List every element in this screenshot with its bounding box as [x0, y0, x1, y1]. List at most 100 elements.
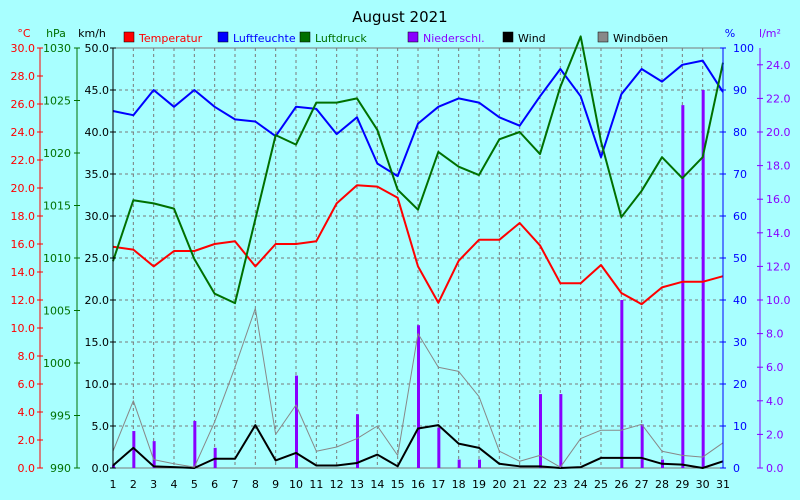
wind-tick-label: 5.0 — [92, 420, 110, 433]
precipitation-tick-label: 18.0 — [766, 160, 791, 173]
humidity-tick-label: 60 — [733, 210, 747, 223]
precipitation-bar — [457, 459, 461, 468]
humidity-tick-label: 20 — [733, 378, 747, 391]
precipitation-tick-label: 0.0 — [766, 462, 784, 475]
legend-label: Wind — [518, 32, 546, 45]
wind-tick-label: 50.0 — [85, 42, 110, 55]
x-tick-label: 31 — [716, 478, 730, 491]
x-tick-label: 20 — [492, 478, 506, 491]
wind-tick-label: 45.0 — [85, 84, 110, 97]
temperature-tick-label: 24.0 — [11, 126, 36, 139]
wind-tick-label: 30.0 — [85, 210, 110, 223]
temperature-tick-label: 0.0 — [18, 462, 36, 475]
x-tick-label: 15 — [391, 478, 405, 491]
precipitation-bar — [356, 414, 359, 468]
x-tick-label: 10 — [289, 478, 303, 491]
precipitation-tick-label: 6.0 — [766, 361, 784, 374]
x-tick-label: 21 — [513, 478, 527, 491]
temperature-tick-label: 10.0 — [11, 322, 36, 335]
series-line-temperatur — [112, 184, 724, 306]
precipitation-tick-label: 4.0 — [766, 395, 784, 408]
x-tick-label: 9 — [272, 478, 279, 491]
x-tick-label: 11 — [309, 478, 323, 491]
legend-swatch — [299, 31, 311, 43]
temperature-tick-label: 22.0 — [11, 154, 36, 167]
precipitation-bar — [539, 394, 542, 468]
x-tick-label: 25 — [594, 478, 608, 491]
x-tick-label: 13 — [350, 478, 364, 491]
precipitation-bar — [437, 427, 441, 468]
pressure-tick-label: 1020 — [43, 147, 71, 160]
series-lines — [112, 35, 724, 469]
temperature-tick-label: 20.0 — [11, 182, 36, 195]
x-tick-label: 24 — [574, 478, 588, 491]
legend-label: Luftfeuchte — [233, 32, 296, 45]
x-tick-label: 2 — [130, 478, 137, 491]
series-line-luftfeuchte — [112, 59, 724, 178]
precipitation-bar — [152, 441, 156, 468]
x-tick-label: 18 — [452, 478, 466, 491]
wind-tick-label: 20.0 — [85, 294, 110, 307]
pressure-tick-label: 1010 — [43, 252, 71, 265]
legend-swatch — [407, 31, 419, 43]
precipitation-tick-label: 10.0 — [766, 294, 791, 307]
x-tick-label: 16 — [411, 478, 425, 491]
humidity-tick-label: 90 — [733, 84, 747, 97]
humidity-tick-label: 80 — [733, 126, 747, 139]
temperature-tick-label: 16.0 — [11, 238, 36, 251]
x-tick-label: 14 — [370, 478, 384, 491]
legend-label: Luftdruck — [315, 32, 367, 45]
pressure-tick-label: 995 — [50, 410, 71, 423]
x-tick-label: 27 — [635, 478, 649, 491]
wind-tick-label: 40.0 — [85, 126, 110, 139]
humidity-unit-label: % — [725, 27, 735, 40]
legend-label: Windböen — [613, 32, 668, 45]
x-tick-label: 8 — [252, 478, 259, 491]
x-tick-label: 4 — [171, 478, 178, 491]
precipitation-tick-label: 16.0 — [766, 193, 791, 206]
x-tick-label: 30 — [696, 478, 710, 491]
pressure-tick-label: 1000 — [43, 357, 71, 370]
precipitation-bar — [559, 394, 563, 468]
temperature-tick-label: 14.0 — [11, 266, 36, 279]
temperature-tick-label: 8.0 — [18, 350, 36, 363]
precipitation-bar — [478, 459, 481, 468]
precipitation-tick-label: 2.0 — [766, 428, 784, 441]
precipitation-tick-label: 24.0 — [766, 59, 791, 72]
x-tick-label: 23 — [553, 478, 567, 491]
x-tick-label: 28 — [655, 478, 669, 491]
wind-unit-label: km/h — [78, 27, 106, 40]
wind-tick-label: 15.0 — [85, 336, 110, 349]
x-tick-label: 29 — [675, 478, 689, 491]
humidity-tick-label: 40 — [733, 294, 747, 307]
humidity-tick-label: 70 — [733, 168, 747, 181]
wind-tick-label: 10.0 — [85, 378, 110, 391]
temperature-tick-label: 18.0 — [11, 210, 36, 223]
legend-swatch — [123, 31, 135, 43]
temperature-tick-label: 4.0 — [18, 406, 36, 419]
pressure-tick-label: 1015 — [43, 200, 71, 213]
legend-swatch — [217, 31, 229, 43]
humidity-tick-label: 100 — [733, 42, 754, 55]
legend-label: Temperatur — [138, 32, 203, 45]
precipitation-bar — [193, 420, 197, 468]
pressure-unit-label: hPa — [46, 27, 66, 40]
precipitation-tick-label: 14.0 — [766, 227, 791, 240]
x-tick-label: 5 — [191, 478, 198, 491]
x-tick-label: 17 — [431, 478, 445, 491]
humidity-tick-label: 50 — [733, 252, 747, 265]
precipitation-bar — [620, 300, 624, 468]
pressure-tick-label: 1025 — [43, 95, 71, 108]
x-tick-label: 22 — [533, 478, 547, 491]
temperature-tick-label: 6.0 — [18, 378, 36, 391]
legend-label: Niederschl. — [423, 32, 485, 45]
legend-swatch — [502, 31, 514, 43]
series-line-wind — [112, 424, 724, 469]
precipitation-bar — [640, 424, 644, 468]
series-line-windben — [112, 307, 724, 468]
precipitation-tick-label: 22.0 — [766, 92, 791, 105]
precipitation-tick-label: 8.0 — [766, 328, 784, 341]
wind-tick-label: 25.0 — [85, 252, 110, 265]
temperature-unit-label: °C — [17, 27, 31, 40]
